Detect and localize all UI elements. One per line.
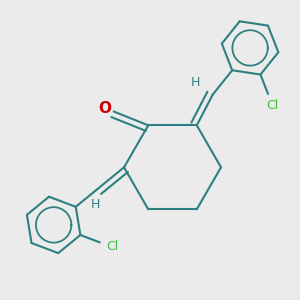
Text: H: H <box>190 76 200 89</box>
Text: Cl: Cl <box>106 241 118 254</box>
Text: H: H <box>91 198 100 211</box>
Text: O: O <box>98 100 112 116</box>
Text: Cl: Cl <box>266 99 279 112</box>
